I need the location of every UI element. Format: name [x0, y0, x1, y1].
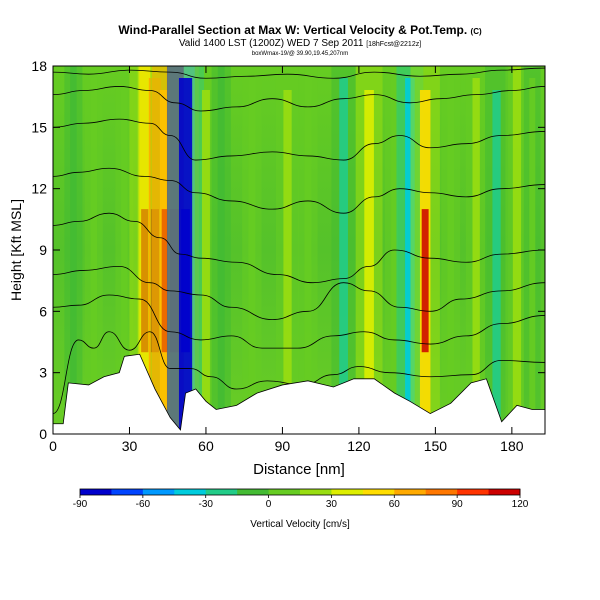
colorbar: -90 -60 -30 0 30 60 90 120	[73, 489, 529, 510]
chart-subtitle: Valid 1400 LST (1200Z) WED 7 Sep 2011 [1…	[179, 38, 421, 49]
x-tick-label: 150	[424, 438, 448, 454]
colorbar-swatch	[111, 489, 143, 495]
colorbar-swatch	[143, 489, 175, 495]
velocity-column	[70, 66, 76, 434]
colorbar-swatch	[269, 489, 301, 495]
y-tick-label: 18	[31, 58, 47, 74]
colorbar-tick-label: 60	[389, 499, 401, 510]
y-tick-label: 12	[31, 181, 47, 197]
colorbar-swatch	[300, 489, 332, 495]
colorbar-swatch	[206, 489, 238, 495]
colorbar-swatch	[426, 489, 458, 495]
velocity-column	[248, 78, 255, 434]
y-tick-label: 6	[39, 303, 47, 319]
chart-subtitle-2: boxWmax-19/@ 39.90,19.45,207nm	[252, 51, 348, 57]
colorbar-tick-label: 0	[266, 499, 272, 510]
x-tick-label: 120	[347, 438, 371, 454]
velocity-column	[202, 90, 210, 434]
y-tick-label: 3	[39, 365, 47, 381]
colorbar-tick-label: 120	[512, 499, 529, 510]
colorbar-swatch	[237, 489, 269, 495]
colorbar-swatch	[363, 489, 395, 495]
velocity-column	[529, 78, 535, 434]
velocity-column	[339, 78, 348, 434]
chart-title: Wind-Parallel Section at Max W: Vertical…	[118, 23, 482, 37]
velocity-column	[283, 90, 291, 434]
velocity-column	[513, 66, 521, 434]
y-tick-label: 9	[39, 242, 47, 258]
velocity-column	[492, 90, 500, 434]
x-tick-label: 180	[500, 438, 524, 454]
x-tick-label: 30	[122, 438, 138, 454]
x-tick-label: 60	[198, 438, 214, 454]
velocity-core	[422, 209, 429, 352]
colorbar-swatch	[457, 489, 489, 495]
plot-area	[53, 66, 545, 434]
colorbar-tick-label: -30	[198, 499, 213, 510]
colorbar-swatch	[394, 489, 426, 495]
y-axis-label: Height [Kft MSL]	[8, 199, 24, 301]
colorbar-tick-label: -90	[73, 499, 88, 510]
velocity-column	[304, 66, 311, 434]
velocity-column	[447, 66, 454, 434]
x-axis-label: Distance [nm]	[253, 461, 345, 478]
colorbar-tick-label: 30	[326, 499, 338, 510]
x-tick-label: 0	[49, 438, 57, 454]
y-tick-label: 0	[39, 426, 47, 442]
y-tick-label: 15	[31, 119, 47, 135]
colorbar-swatch	[489, 489, 521, 495]
colorbar-swatch	[80, 489, 112, 495]
colorbar-tick-label: 90	[452, 499, 464, 510]
x-tick-label: 90	[275, 438, 291, 454]
velocity-core	[181, 209, 190, 352]
colorbar-label: Vertical Velocity [cm/s]	[250, 519, 350, 530]
colorbar-swatch	[174, 489, 206, 495]
colorbar-tick-label: -60	[136, 499, 151, 510]
colorbar-swatch	[331, 489, 363, 495]
